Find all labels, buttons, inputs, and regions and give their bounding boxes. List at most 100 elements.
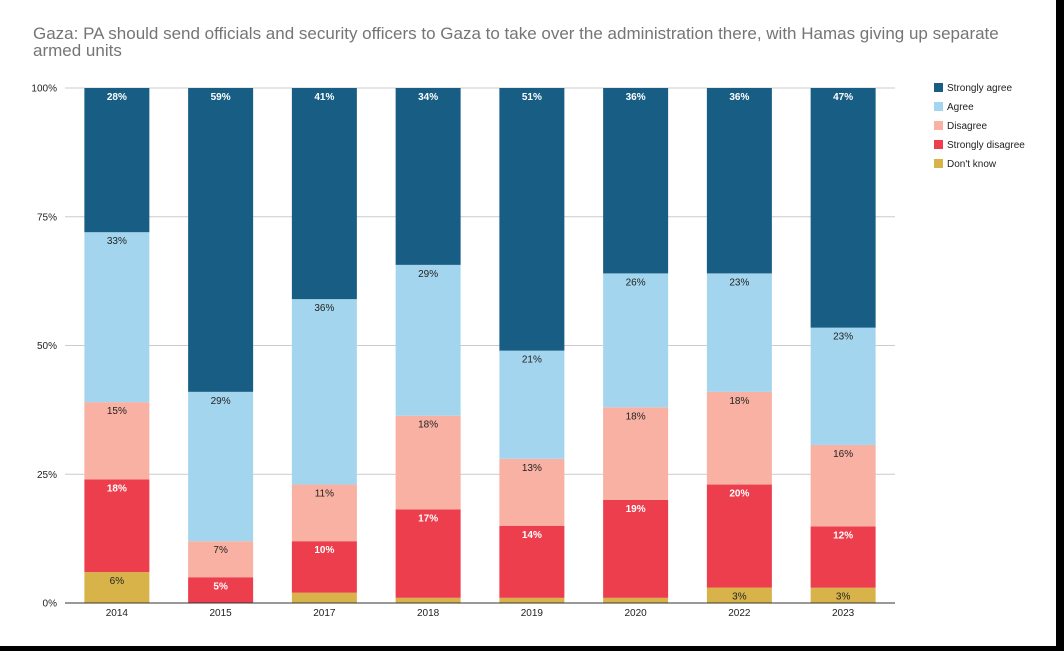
data-label: 47% — [833, 92, 853, 103]
bar-segment — [499, 458, 565, 526]
data-label: 11% — [315, 489, 334, 500]
bar-segment — [84, 88, 150, 233]
data-label: 13% — [522, 463, 542, 474]
data-label: 36% — [729, 92, 749, 103]
legend-swatch — [934, 102, 943, 111]
data-label: 34% — [418, 92, 438, 103]
bar-segment — [84, 232, 150, 403]
bar-segment — [84, 479, 150, 573]
bar-segment — [395, 415, 461, 510]
data-label: 3% — [836, 592, 851, 603]
data-label: 23% — [833, 332, 853, 343]
bar-segment — [810, 587, 876, 603]
bar-segment — [291, 484, 357, 542]
chart-title: Gaza: PA should send officials and secur… — [33, 24, 999, 60]
data-label: 10% — [314, 545, 334, 556]
x-tick-label: 2017 — [313, 608, 336, 619]
bar-segment — [706, 391, 772, 485]
data-label: 19% — [626, 504, 646, 515]
x-tick-label: 2020 — [625, 608, 648, 619]
data-label: 51% — [522, 92, 542, 103]
bar-segment — [499, 525, 565, 598]
bar-segment — [291, 88, 357, 300]
data-label: 29% — [211, 396, 231, 407]
data-label: 14% — [522, 530, 542, 541]
bar-segment — [499, 597, 565, 603]
bar-segment — [706, 88, 772, 274]
bar-segment — [706, 273, 772, 392]
data-label: 18% — [626, 411, 646, 422]
legend-label: Strongly agree — [947, 83, 1012, 94]
legend-swatch — [934, 140, 943, 149]
y-tick-label: 25% — [37, 470, 57, 481]
legend-label: Don't know — [947, 159, 997, 170]
data-label: 26% — [626, 277, 646, 288]
bar-segment — [810, 526, 876, 588]
y-tick-label: 75% — [37, 212, 57, 223]
bar-segment — [291, 541, 357, 593]
legend-label: Agree — [947, 102, 974, 113]
data-label: 33% — [107, 236, 127, 247]
x-tick-label: 2014 — [106, 608, 129, 619]
data-label: 6% — [110, 576, 125, 587]
legend-swatch — [934, 159, 943, 168]
bar-segment — [603, 597, 669, 603]
data-label: 5% — [213, 581, 228, 592]
data-label: 18% — [418, 420, 438, 431]
bar-segment — [706, 587, 772, 603]
bar-segment — [84, 402, 150, 480]
data-label: 21% — [522, 355, 542, 366]
bar-segment — [603, 407, 669, 500]
data-label: 17% — [418, 513, 438, 524]
y-tick-label: 50% — [37, 341, 57, 352]
legend-swatch — [934, 83, 943, 92]
bar-segment — [706, 484, 772, 588]
bar-segment — [188, 391, 254, 542]
bar-segment — [395, 597, 461, 603]
bar-segment — [291, 592, 357, 603]
bar-segment — [499, 88, 565, 351]
data-label: 15% — [107, 406, 127, 417]
bar-segment — [84, 572, 150, 603]
y-tick-label: 0% — [43, 599, 58, 610]
bar-segment — [603, 273, 669, 408]
bar-segment — [395, 509, 461, 598]
data-label: 12% — [833, 531, 853, 542]
data-label: 3% — [732, 592, 747, 603]
bar-segment — [291, 299, 357, 485]
data-label: 7% — [213, 545, 228, 556]
bar-segment — [395, 88, 461, 265]
legend-label: Disagree — [947, 121, 987, 132]
x-tick-label: 2015 — [210, 608, 233, 619]
data-label: 28% — [107, 92, 127, 103]
data-label: 29% — [418, 269, 438, 280]
bar-segment — [810, 88, 876, 328]
bar-segment — [395, 264, 461, 416]
bar-segment — [188, 541, 254, 578]
data-label: 23% — [729, 277, 749, 288]
data-label: 18% — [729, 396, 749, 407]
data-label: 20% — [729, 489, 749, 500]
data-label: 59% — [211, 92, 231, 103]
bar-segment — [188, 88, 254, 392]
x-tick-label: 2019 — [521, 608, 544, 619]
bar-segment — [810, 444, 876, 527]
data-label: 16% — [833, 449, 853, 460]
data-label: 36% — [314, 303, 334, 314]
legend-swatch — [934, 121, 943, 130]
bar-segment — [499, 350, 565, 459]
x-tick-label: 2018 — [417, 608, 440, 619]
legend-label: Strongly disagree — [947, 140, 1025, 151]
bar-segment — [188, 577, 254, 603]
x-tick-label: 2022 — [728, 608, 751, 619]
bar-segment — [603, 500, 669, 598]
bar-segment — [603, 88, 669, 274]
data-label: 36% — [626, 92, 646, 103]
x-tick-label: 2023 — [832, 608, 855, 619]
bar-segment — [810, 327, 876, 445]
data-label: 41% — [314, 92, 334, 103]
data-label: 18% — [107, 483, 127, 494]
y-tick-label: 100% — [31, 84, 57, 95]
